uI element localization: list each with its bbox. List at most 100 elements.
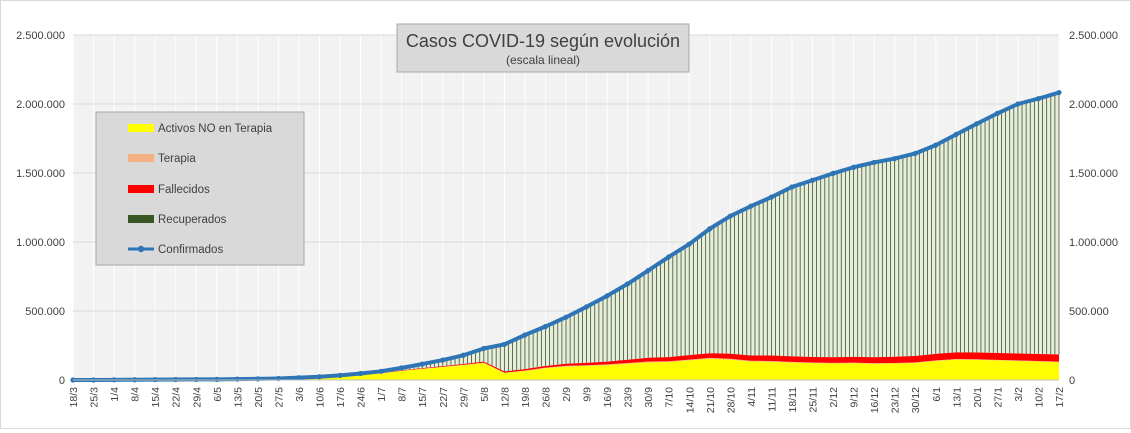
x-tick-label: 1/7	[376, 387, 388, 402]
x-tick-label: 17/2	[1054, 387, 1066, 408]
legend-label: Confirmados	[158, 244, 223, 256]
y-tick-label-left: 2.500.000	[16, 30, 65, 42]
legend: Activos NO en Terapia Terapia Fallecidos Re…	[95, 111, 305, 266]
x-tick-label: 24/6	[356, 387, 368, 408]
confirmados-point	[809, 177, 816, 183]
x-tick-label: 18/3	[68, 387, 80, 408]
x-tick-label: 1/4	[109, 387, 121, 402]
x-tick-label: 8/4	[130, 387, 142, 402]
confirmados-point	[193, 376, 199, 383]
x-tick-label: 29/7	[458, 387, 470, 408]
confirmados-point	[542, 323, 549, 330]
y-tick-label-right: 0	[1069, 375, 1075, 387]
x-tick-label: 8/7	[397, 387, 409, 402]
fallecidos-area	[73, 352, 1059, 380]
x-tick-label: 7/10	[664, 387, 676, 408]
x-tick-label: 22/7	[438, 387, 450, 408]
confirmados-point	[1035, 96, 1042, 102]
x-tick-label: 30/12	[910, 387, 922, 413]
y-tick-label-right: 1.000.000	[1069, 237, 1118, 249]
confirmados-point	[583, 304, 590, 310]
confirmados-point	[912, 150, 918, 157]
x-tick-label: 20/5	[253, 387, 265, 408]
legend-swatch	[128, 215, 154, 223]
confirmados-point	[563, 314, 569, 320]
x-tick-label: 13/5	[232, 387, 244, 408]
x-tick-label: 23/9	[623, 387, 635, 408]
x-axis: 18/3 25/3 1/4 8/4 15/4 22/4 29/4 6/5 13/5 20/5 27/…	[68, 379, 1066, 413]
x-tick-label: 14/10	[684, 387, 696, 413]
x-tick-label: 25/3	[89, 387, 101, 408]
confirmados-point	[768, 194, 775, 200]
confirmados-point	[604, 293, 610, 299]
y-tick-label-left: 2.000.000	[16, 99, 65, 111]
confirmados-point	[440, 357, 446, 363]
y-tick-label-left: 1.000.000	[16, 237, 65, 249]
x-tick-label: 18/11	[787, 387, 799, 413]
confirmados-point	[974, 121, 980, 127]
x-tick-label: 6/1	[931, 387, 943, 402]
legend-marker-confirmados	[137, 245, 145, 253]
confirmados-point	[378, 368, 384, 374]
confirmados-point	[296, 375, 302, 381]
x-tick-label: 16/12	[869, 387, 881, 413]
y-tick-label-left: 0	[59, 375, 65, 387]
confirmados-point	[522, 332, 528, 338]
x-tick-label: 6/5	[212, 387, 224, 402]
confirmados-point	[933, 142, 939, 148]
y-tick-label-right: 500.000	[1069, 306, 1109, 318]
chart-title: Casos COVID-19 según evolución	[406, 31, 680, 51]
x-tick-label: 13/1	[951, 387, 963, 408]
y-tick-label-left: 1.500.000	[16, 168, 65, 180]
confirmados-point	[214, 376, 220, 382]
x-tick-label: 28/10	[725, 387, 737, 413]
legend-swatch	[128, 185, 154, 193]
confirmados-point	[234, 376, 240, 382]
confirmados-point	[850, 164, 857, 170]
x-tick-label: 10/6	[315, 387, 327, 408]
x-tick-label: 30/9	[643, 387, 655, 408]
confirmados-point	[789, 184, 795, 190]
recuperados-hatching	[372, 92, 1060, 374]
confirmados-point	[871, 159, 877, 166]
confirmados-point	[748, 203, 754, 209]
x-tick-label: 2/9	[561, 387, 573, 402]
x-tick-label: 15/7	[417, 387, 429, 408]
legend-label: Fallecidos	[158, 184, 210, 196]
confirmados-point	[1056, 89, 1062, 96]
x-tick-label: 11/11	[766, 387, 778, 412]
confirmados-point	[1015, 101, 1021, 107]
x-tick-label: 3/6	[294, 387, 306, 402]
legend-label: Recuperados	[158, 214, 227, 226]
title-box: Casos COVID-19 según evolución (escala l…	[396, 23, 690, 73]
x-tick-label: 9/12	[849, 387, 861, 408]
x-tick-label: 9/9	[582, 387, 594, 402]
confirmados-point	[255, 376, 261, 382]
x-tick-label: 19/8	[520, 387, 532, 408]
confirmados-point	[707, 226, 713, 232]
confirmados-point	[994, 110, 1000, 116]
confirmados-point	[316, 374, 323, 380]
x-tick-label: 2/12	[828, 387, 840, 408]
x-tick-label: 17/6	[335, 387, 347, 408]
legend-label: Terapia	[158, 153, 196, 165]
confirmados-point	[645, 267, 651, 274]
y-tick-label-right: 2.500.000	[1069, 30, 1118, 42]
x-tick-label: 23/12	[890, 387, 902, 413]
x-tick-label: 27/5	[273, 387, 285, 408]
confirmados-point	[625, 281, 631, 287]
x-tick-label: 25/11	[808, 387, 820, 413]
confirmados-point	[399, 365, 405, 371]
x-tick-label: 5/8	[479, 387, 491, 402]
confirmados-point	[419, 361, 425, 367]
y-tick-label-right: 2.000.000	[1069, 99, 1118, 111]
confirmados-point	[830, 170, 836, 177]
y-tick-label-left: 500.000	[25, 306, 65, 318]
legend-label: Activos NO en Terapia	[158, 123, 273, 135]
x-tick-label: 4/11	[746, 387, 758, 407]
x-tick-label: 20/1	[972, 387, 984, 408]
y-axis-left: 0 500.000 1.000.000 1.500.000 2.000.000 2.500…	[16, 30, 65, 387]
confirmados-point	[686, 241, 692, 247]
legend-swatch	[128, 154, 154, 162]
